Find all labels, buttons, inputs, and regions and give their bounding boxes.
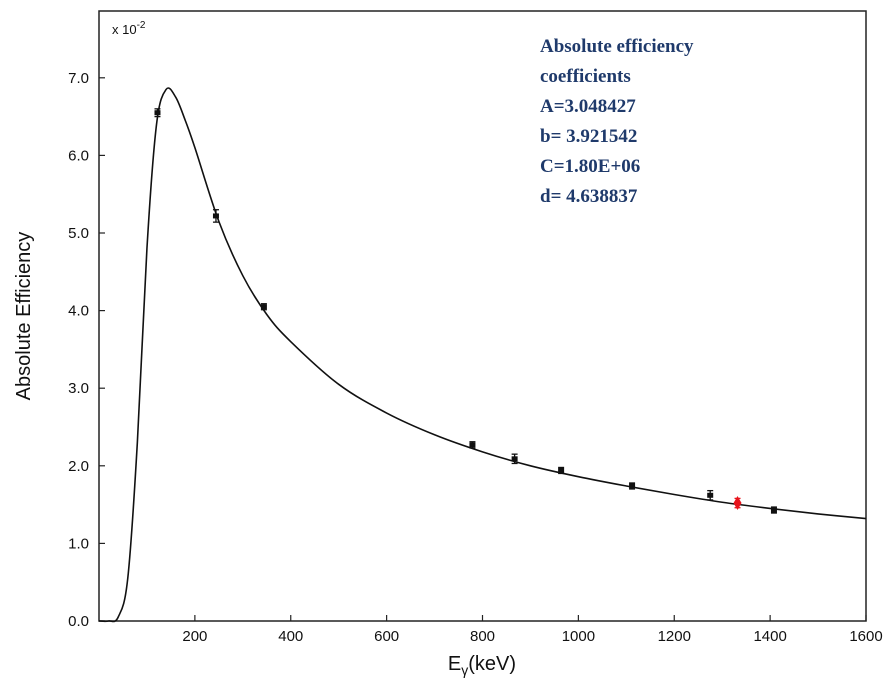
data-point xyxy=(154,108,161,118)
data-point xyxy=(260,303,267,311)
y-tick-label: 6.0 xyxy=(68,147,89,164)
fit-curve-layer xyxy=(98,87,867,623)
annotation-line-1: Absolute efficiency xyxy=(540,36,694,57)
marker xyxy=(629,483,636,489)
marker xyxy=(212,213,219,219)
highlighted-data-point xyxy=(733,496,742,511)
data-points-layer xyxy=(154,108,777,514)
y-tick-label: 2.0 xyxy=(68,458,89,475)
marker xyxy=(260,304,267,310)
data-point xyxy=(212,209,219,223)
x-tick-label: 1600 xyxy=(849,628,882,645)
marker xyxy=(707,492,714,498)
marker xyxy=(511,456,518,462)
x-axis-ticks: 200 400 600 800 1000 1200 1400 1600 xyxy=(182,615,883,645)
data-point xyxy=(558,466,565,475)
y-tick-label: 1.0 xyxy=(68,535,89,552)
data-point xyxy=(469,441,476,449)
y-tick-label: 3.0 xyxy=(68,380,89,397)
y-tick-label: 0.0 xyxy=(68,613,89,630)
data-point xyxy=(629,482,636,490)
plot-frame xyxy=(98,10,867,622)
fit-curve xyxy=(98,87,867,623)
x-tick-label: 800 xyxy=(470,628,495,645)
y-multiplier-exponent: -2 xyxy=(137,20,146,31)
annotation-line-5: C=1.80E+06 xyxy=(540,156,640,177)
coefficients-annotation: Absolute efficiency coefficients A=3.048… xyxy=(540,36,694,207)
x-axis-title: Eγ(keV) xyxy=(448,653,516,678)
marker xyxy=(154,110,161,116)
marker xyxy=(469,442,476,448)
y-axis-title: Absolute Efficiency xyxy=(13,232,35,401)
y-axis-ticks: 0.0 1.0 2.0 3.0 4.0 5.0 6.0 7.0 xyxy=(68,70,105,630)
x-tick-label: 200 xyxy=(182,628,207,645)
y-multiplier: x 10-2 xyxy=(112,20,146,37)
data-point xyxy=(511,453,518,465)
annotation-line-4: b= 3.921542 xyxy=(540,126,637,147)
data-point xyxy=(770,506,777,514)
x-tick-label: 400 xyxy=(278,628,303,645)
x-axis-title-unit: (keV) xyxy=(468,653,516,675)
data-point xyxy=(707,489,714,501)
annotation-line-6: d= 4.638837 xyxy=(540,186,638,207)
marker xyxy=(558,467,565,473)
x-tick-label: 1000 xyxy=(562,628,595,645)
x-tick-label: 1400 xyxy=(753,628,786,645)
x-tick-label: 1200 xyxy=(658,628,691,645)
annotation-line-2: coefficients xyxy=(540,66,631,87)
y-tick-label: 5.0 xyxy=(68,225,89,242)
x-tick-label: 600 xyxy=(374,628,399,645)
x-axis-title-subscript: γ xyxy=(461,662,468,678)
marker xyxy=(770,507,777,513)
marker xyxy=(733,496,742,511)
annotation-line-3: A=3.048427 xyxy=(540,96,636,117)
y-tick-label: 7.0 xyxy=(68,70,89,87)
y-tick-label: 4.0 xyxy=(68,303,89,320)
